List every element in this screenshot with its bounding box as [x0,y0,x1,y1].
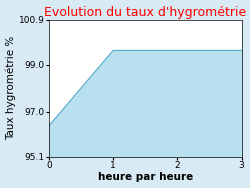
X-axis label: heure par heure: heure par heure [98,172,193,182]
Title: Evolution du taux d'hygrométrie: Evolution du taux d'hygrométrie [44,6,246,19]
Y-axis label: Taux hygrométrie %: Taux hygrométrie % [6,36,16,140]
